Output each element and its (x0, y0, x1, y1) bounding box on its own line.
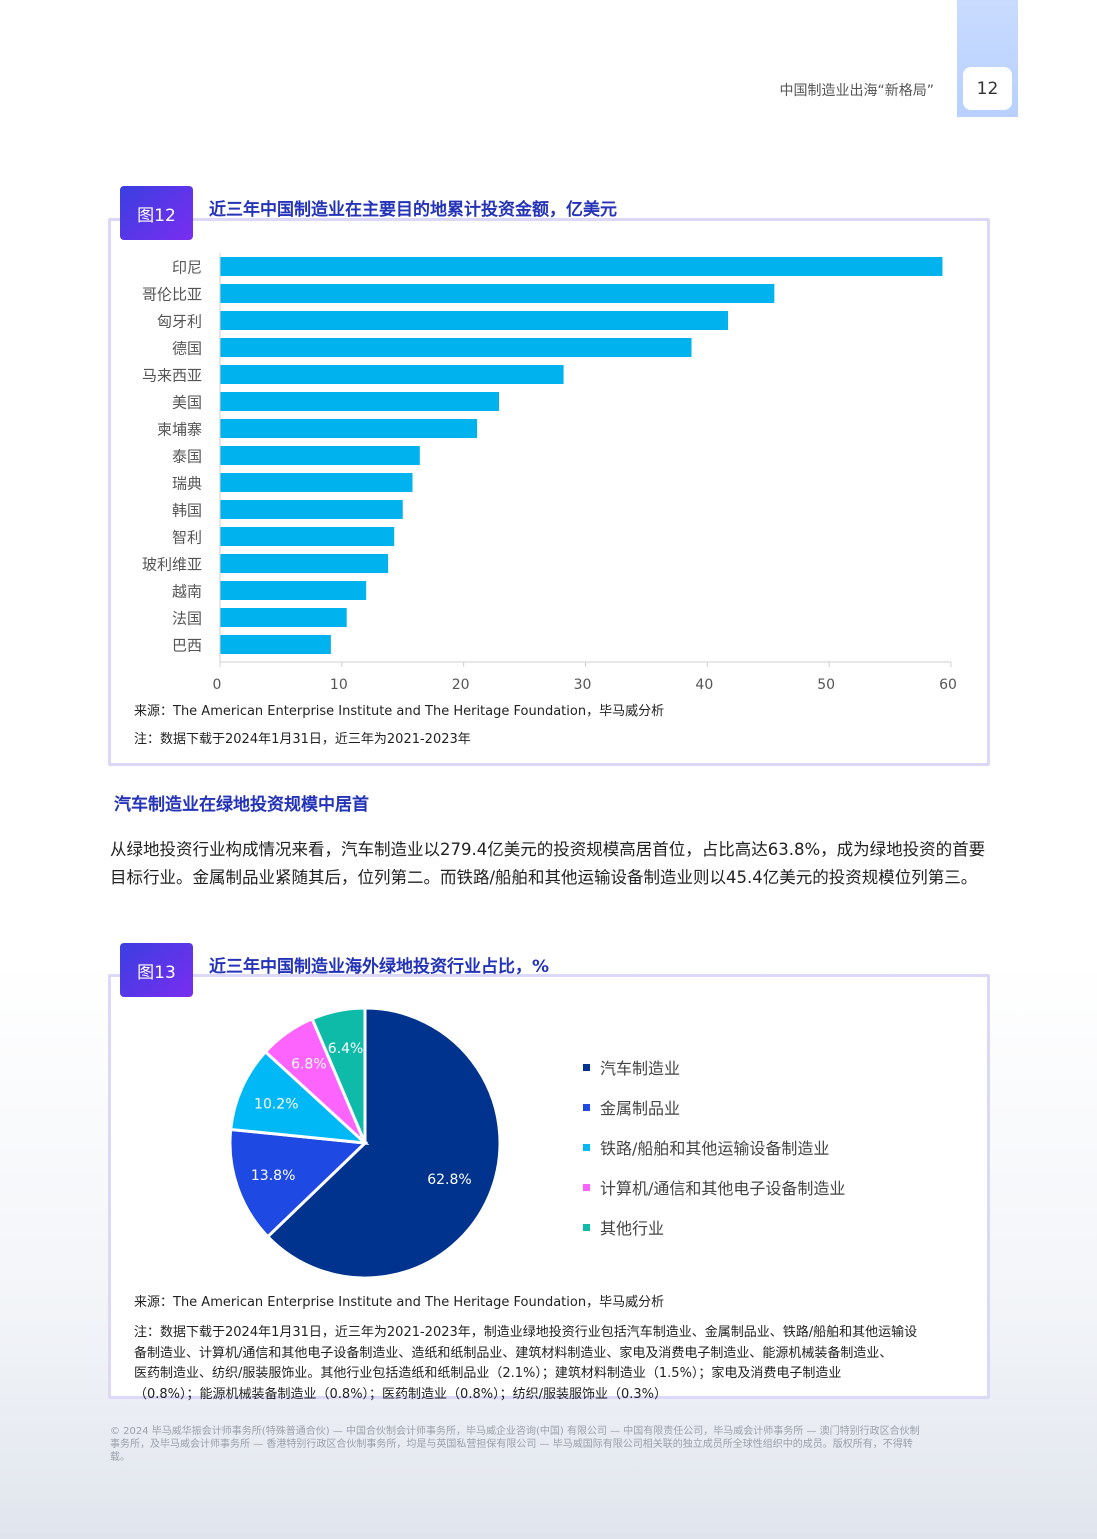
footer-line: © 2024 毕马威华振会计师事务所(特殊普通合伙) — 中国合伙制会计师事务所… (110, 1426, 920, 1437)
x-tick-label: 40 (695, 677, 713, 693)
x-tick-label: 50 (817, 677, 835, 693)
legend-item: 计算机/通信和其他电子设备制造业 (583, 1167, 845, 1207)
bar (220, 392, 499, 411)
bar (220, 608, 347, 627)
bar-category-label: 印尼 (172, 259, 202, 277)
legend-swatch (583, 1103, 590, 1111)
header-title: 中国制造业出海“新格局” (779, 83, 934, 99)
x-tick-label: 20 (452, 677, 470, 693)
page-number: 12 (963, 67, 1012, 110)
legend-swatch (583, 1183, 590, 1191)
bar-category-label: 越南 (172, 583, 202, 601)
copyright-footer: © 2024 毕马威华振会计师事务所(特殊普通合伙) — 中国合伙制会计师事务所… (110, 1425, 990, 1464)
figure13-note-line: 医药制造业、纺织/服装服饰业。其他行业包括造纸和纸制品业（2.1%）；建筑材料制… (134, 1366, 842, 1381)
bar (220, 338, 692, 357)
bar (220, 554, 389, 573)
bar-category-label: 马来西亚 (142, 367, 202, 385)
footer-line: 事务所，及毕马威会计师事务所 — 香港特别行政区合伙制事务所，均是与英国私营担保… (110, 1439, 913, 1450)
legend-item: 铁路/船舶和其他运输设备制造业 (583, 1127, 845, 1167)
bar (220, 311, 729, 330)
figure13-note-line: （0.8%）；能源机械装备制造业（0.8%）；医药制造业（0.8%）；纺织/服装… (134, 1386, 667, 1402)
bar-category-label: 智利 (172, 529, 202, 547)
x-tick-label: 60 (939, 677, 957, 693)
figure12-note: 注：数据下载于2024年1月31日，近三年为2021-2023年 (134, 732, 471, 747)
pie-data-label: 13.8% (251, 1168, 295, 1184)
figure13-note: 注：数据下载于2024年1月31日，近三年为2021-2023年，制造业绿地投资… (134, 1323, 917, 1405)
pie-slice (265, 1006, 502, 1280)
pie-slice (229, 1049, 370, 1145)
bar (220, 500, 403, 519)
bar-category-label: 柬埔寨 (157, 421, 202, 439)
section-paragraph: 从绿地投资行业构成情况来看，汽车制造业以279.4亿美元的投资规模高居首位，占比… (110, 840, 986, 887)
figure12-source: 来源：The American Enterprise Institute and… (134, 704, 665, 719)
legend-item: 其他行业 (583, 1207, 845, 1247)
figure13-note-line: 注：数据下载于2024年1月31日，近三年为2021-2023年，制造业绿地投资… (134, 1325, 918, 1340)
bar-category-label: 匈牙利 (157, 313, 202, 331)
pie-data-label: 6.4% (328, 1041, 364, 1057)
pie-slice (228, 1127, 369, 1239)
bar (220, 446, 420, 465)
x-tick-label: 10 (330, 677, 348, 693)
figure13-tag: 图13 (120, 943, 193, 997)
legend-label: 其他行业 (600, 1219, 665, 1238)
figure13-note-line: 备制造业、计算机/通信和其他电子设备制造业、造纸和纸制品业、建筑材料制造业、家电… (134, 1345, 893, 1361)
legend-label: 铁路/船舶和其他运输设备制造业 (600, 1139, 830, 1158)
section-heading: 汽车制造业在绿地投资规模中居首 (114, 795, 369, 815)
bar-category-label: 德国 (172, 340, 202, 358)
figure13-source: 来源：The American Enterprise Institute and… (134, 1295, 665, 1310)
bar (220, 527, 395, 546)
pie-data-label: 10.2% (254, 1096, 298, 1112)
bar-category-label: 泰国 (172, 448, 202, 466)
pie-data-label: 62.8% (427, 1172, 471, 1188)
bar (220, 365, 564, 384)
bar-category-label: 哥伦比亚 (142, 286, 202, 304)
pie-legend: 汽车制造业 金属制品业 铁路/船舶和其他运输设备制造业 计算机/通信和其他电子设… (583, 1047, 845, 1247)
bar-category-label: 韩国 (172, 502, 202, 520)
legend-item: 金属制品业 (583, 1087, 845, 1127)
bar (220, 419, 478, 438)
legend-swatch (583, 1063, 590, 1071)
pie-slice (310, 1006, 367, 1144)
bar (220, 581, 367, 600)
figure13-title: 近三年中国制造业海外绿地投资行业占比，% (209, 957, 550, 977)
legend-swatch (583, 1143, 590, 1151)
legend-label: 计算机/通信和其他电子设备制造业 (600, 1179, 846, 1198)
bar (220, 284, 775, 303)
bar-category-label: 巴西 (172, 637, 202, 655)
pie-chart: 62.8% 13.8% 10.2% 6.8%6.4% (228, 1006, 502, 1280)
legend-item: 汽车制造业 (583, 1047, 845, 1087)
footer-line: 载。 (110, 1452, 130, 1463)
bar (220, 257, 943, 276)
bar (220, 473, 413, 492)
bar-category-label: 法国 (172, 610, 202, 628)
x-tick-label: 0 (213, 677, 222, 693)
figure12-title: 近三年中国制造业在主要目的地累计投资金额，亿美元 (209, 200, 617, 220)
x-tick-label: 30 (574, 677, 592, 693)
pie-data-label: 6.8% (291, 1057, 327, 1073)
legend-label: 金属制品业 (600, 1099, 681, 1118)
bar-category-label: 玻利维亚 (142, 556, 202, 574)
legend-swatch (583, 1223, 590, 1231)
legend-label: 汽车制造业 (600, 1059, 681, 1078)
bar (220, 635, 331, 654)
bar-category-label: 美国 (172, 394, 202, 412)
bar-category-label: 瑞典 (172, 475, 202, 493)
figure12-tag: 图12 (120, 186, 193, 240)
